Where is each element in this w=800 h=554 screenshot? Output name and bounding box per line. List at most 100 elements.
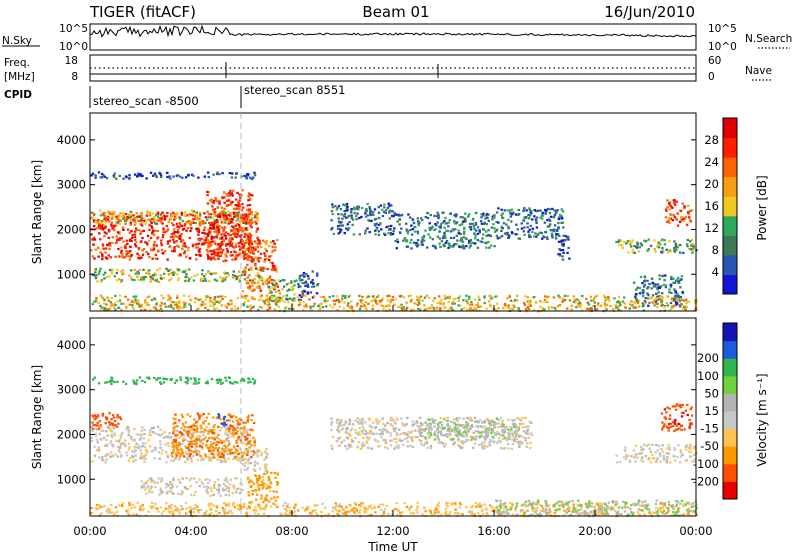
power-cell bbox=[271, 245, 274, 248]
velocity-cell bbox=[189, 452, 192, 456]
power-cell bbox=[233, 230, 236, 233]
power-cell bbox=[166, 176, 169, 179]
velocity-cell bbox=[202, 422, 205, 425]
power-cell bbox=[156, 257, 159, 260]
power-cell bbox=[248, 203, 252, 207]
power-cell bbox=[169, 268, 172, 271]
power-cell bbox=[256, 272, 260, 275]
power-cell bbox=[278, 290, 281, 293]
power-cell bbox=[394, 213, 397, 216]
power-cell bbox=[453, 221, 456, 224]
power-cell bbox=[222, 249, 225, 252]
power-cell bbox=[213, 302, 216, 305]
power-cell bbox=[250, 211, 253, 214]
power-cell bbox=[387, 304, 390, 307]
power-cell bbox=[143, 301, 147, 304]
power-cell bbox=[561, 249, 565, 252]
velocity-cell bbox=[369, 429, 372, 432]
power-cell bbox=[346, 206, 349, 209]
power-cell bbox=[439, 308, 442, 311]
power-cell bbox=[673, 216, 677, 219]
velocity-cell bbox=[462, 426, 465, 429]
velocity-cell bbox=[104, 454, 107, 458]
power-cell bbox=[119, 212, 122, 215]
power-cell bbox=[237, 245, 241, 248]
power-cell bbox=[306, 285, 310, 288]
power-cell bbox=[115, 177, 118, 180]
velocity-cell bbox=[248, 457, 251, 460]
velocity-cell bbox=[392, 419, 395, 422]
power-cell bbox=[671, 219, 675, 222]
power-cell bbox=[466, 308, 469, 311]
power-cell bbox=[230, 229, 233, 232]
power-cell bbox=[692, 245, 695, 248]
power-cell bbox=[97, 224, 101, 227]
power-cell bbox=[176, 294, 179, 297]
velocity-cell bbox=[230, 416, 233, 419]
power-cell bbox=[249, 212, 252, 216]
power-cell bbox=[497, 221, 500, 224]
power-cell bbox=[673, 250, 677, 253]
power-cell bbox=[102, 219, 105, 222]
power-cell bbox=[206, 234, 210, 238]
velocity-cell bbox=[354, 419, 357, 422]
power-cell bbox=[213, 249, 216, 252]
power-cell bbox=[400, 214, 403, 217]
power-cell bbox=[557, 226, 560, 229]
velocity-cell bbox=[234, 490, 238, 493]
velocity-cell bbox=[227, 440, 231, 443]
power-cell bbox=[510, 307, 513, 310]
power-colorbar-tick: 4 bbox=[712, 265, 719, 279]
velocity-cell bbox=[252, 436, 255, 439]
velocity-cell bbox=[194, 377, 197, 381]
power-cell bbox=[144, 241, 147, 244]
power-cell bbox=[247, 286, 250, 289]
power-cell bbox=[642, 295, 645, 298]
power-cell bbox=[159, 218, 162, 222]
power-cell bbox=[581, 294, 584, 298]
power-cell bbox=[235, 219, 238, 222]
power-cell bbox=[256, 217, 259, 220]
power-cell bbox=[474, 242, 477, 245]
power-cell bbox=[231, 200, 234, 203]
velocity-cell bbox=[131, 456, 135, 459]
power-cell bbox=[543, 221, 547, 224]
velocity-cell bbox=[198, 485, 201, 488]
power-cell bbox=[637, 299, 640, 302]
freq-tick-high: 18 bbox=[65, 55, 78, 67]
power-cell bbox=[183, 306, 186, 309]
velocity-cell bbox=[219, 494, 222, 497]
power-cell bbox=[482, 233, 485, 236]
power-cell bbox=[160, 244, 164, 247]
power-cell bbox=[439, 302, 442, 305]
velocity-cell bbox=[262, 501, 265, 504]
power-cell bbox=[453, 214, 456, 217]
velocity-cell bbox=[142, 437, 146, 440]
velocity-cell bbox=[474, 425, 478, 428]
power-cell bbox=[634, 306, 637, 309]
power-cell bbox=[475, 304, 478, 307]
power-cell bbox=[520, 227, 524, 230]
power-cell bbox=[556, 209, 559, 212]
power-cell bbox=[319, 295, 323, 298]
power-cell bbox=[529, 211, 532, 214]
velocity-cell bbox=[140, 454, 143, 458]
power-cell bbox=[311, 282, 315, 285]
velocity-cell bbox=[265, 494, 269, 497]
velocity-cell bbox=[237, 453, 240, 456]
velocity-cell bbox=[244, 458, 247, 461]
velocity-cell bbox=[221, 450, 224, 453]
power-cell bbox=[133, 222, 137, 225]
power-cell bbox=[91, 172, 95, 175]
power-cell bbox=[238, 220, 242, 223]
velocity-cell bbox=[217, 433, 220, 436]
power-cell bbox=[91, 255, 95, 258]
power-cell bbox=[299, 298, 302, 301]
velocity-cell bbox=[431, 417, 434, 420]
power-cell bbox=[633, 302, 636, 305]
velocity-cell bbox=[193, 424, 197, 427]
velocity-cell bbox=[264, 466, 267, 469]
power-cell bbox=[661, 275, 664, 278]
velocity-cell bbox=[250, 444, 253, 447]
power-cell bbox=[204, 306, 207, 309]
